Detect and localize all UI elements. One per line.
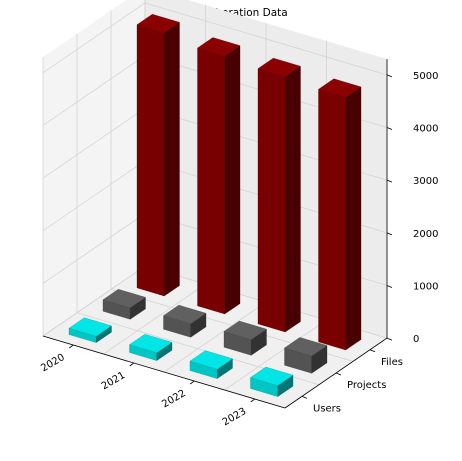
y-tick-label-files: Files	[381, 357, 403, 368]
y-tick-label-projects: Projects	[347, 380, 386, 391]
gridline-y	[76, 33, 320, 386]
z-tick-mark	[386, 74, 393, 78]
x-tick-mark	[69, 344, 74, 349]
x-tick-mark	[250, 398, 255, 403]
z-tick-label-3000: 3000	[413, 176, 438, 187]
chart-bars	[68, 14, 362, 397]
y-tick-mark	[369, 349, 376, 353]
bar-face-top	[257, 57, 301, 77]
x-tick-label-2020: 2020	[39, 352, 67, 374]
bar-face-top	[197, 37, 241, 57]
x-tick-mark	[129, 362, 134, 367]
bar-files-2023	[318, 78, 362, 351]
z-tick-mark	[386, 179, 393, 183]
chart-tick-labels: 2020 2021 2022 2023 Users Projects Files 0 1000 2…	[39, 71, 438, 428]
x-tick-label-2021: 2021	[100, 370, 128, 392]
bar-files-2020	[136, 14, 180, 297]
bar-face-side	[164, 22, 180, 297]
bar-face-top	[318, 78, 362, 98]
bar-users-2021	[129, 334, 173, 361]
x-tick-label-2022: 2022	[160, 388, 188, 410]
z-tick-mark	[386, 337, 393, 341]
bar-face-side	[285, 65, 301, 333]
bar-projects-2021	[163, 304, 207, 338]
bar-face-front	[257, 68, 286, 333]
bar-face-front	[318, 89, 346, 351]
z-tick-mark	[386, 285, 393, 288]
bar-projects-2023	[284, 337, 328, 374]
y-tick-label-users: Users	[313, 403, 341, 414]
bar-projects-2022	[223, 320, 267, 356]
bar-face-top	[102, 289, 146, 308]
bar-files-2022	[257, 57, 301, 333]
gridline-y	[110, 10, 354, 362]
bar-face-top	[284, 337, 328, 357]
bar-face-front	[197, 47, 225, 315]
z-tick-label-1000: 1000	[413, 281, 438, 292]
bar-face-side	[224, 45, 241, 315]
bar-face-top	[136, 14, 180, 33]
x-tick-label-2023: 2023	[221, 406, 249, 428]
z-tick-label-0: 0	[413, 334, 419, 345]
bar-files-2021	[197, 37, 241, 315]
x-tick-mark	[190, 380, 195, 385]
bar-face-top	[163, 304, 207, 324]
bar-users-2022	[189, 350, 233, 379]
chart-axes	[42, 59, 393, 409]
bar-projects-2020	[102, 289, 146, 320]
bar-face-top	[129, 334, 173, 353]
bar-face-top	[68, 317, 112, 337]
bar-users-2023	[250, 366, 294, 397]
z-tick-label-4000: 4000	[413, 124, 438, 135]
z-tick-mark	[386, 232, 393, 236]
bar-face-top	[223, 320, 267, 340]
bar-face-side	[345, 86, 362, 351]
bar-face-top	[189, 350, 233, 370]
bar-face-top	[250, 366, 294, 386]
z-tick-label-5000: 5000	[413, 71, 438, 82]
z-tick-mark	[386, 127, 393, 130]
bar-face-front	[136, 24, 165, 297]
y-tick-mark	[335, 372, 342, 376]
z-tick-label-2000: 2000	[413, 229, 438, 240]
bar-users-2020	[68, 317, 112, 343]
pane-left-wall	[43, 0, 145, 336]
y-tick-mark	[301, 395, 308, 399]
x-axis-line	[42, 335, 286, 409]
